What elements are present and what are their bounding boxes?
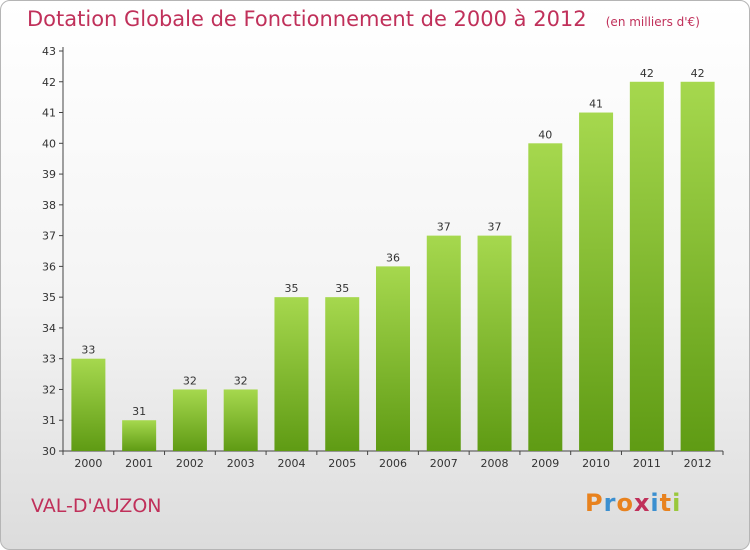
- logo-letter: i: [672, 489, 682, 517]
- x-tick-label: 2009: [531, 457, 559, 470]
- x-tick-label: 2012: [684, 457, 712, 470]
- data-label: 37: [437, 221, 451, 234]
- bar: [528, 143, 563, 452]
- logo-letter: t: [659, 489, 673, 517]
- data-label: 41: [589, 98, 603, 111]
- title-unit: (en milliers d'€): [605, 15, 700, 29]
- x-tick-label: 2011: [633, 457, 661, 470]
- data-label: 31: [132, 405, 146, 418]
- y-tick-label: 35: [42, 291, 56, 304]
- data-label: 32: [183, 374, 197, 387]
- bar: [477, 235, 512, 451]
- bar: [579, 112, 614, 452]
- data-label: 36: [386, 251, 400, 264]
- y-tick-label: 39: [42, 168, 56, 181]
- data-label: 42: [691, 67, 705, 80]
- y-tick-label: 32: [42, 383, 56, 396]
- bar: [629, 81, 664, 452]
- x-tick-label: 2006: [379, 457, 407, 470]
- x-tick-label: 2008: [481, 457, 509, 470]
- x-tick-label: 2002: [176, 457, 204, 470]
- y-tick-label: 33: [42, 353, 56, 366]
- x-tick-label: 2001: [125, 457, 153, 470]
- bar: [274, 297, 309, 451]
- bar: [325, 297, 360, 451]
- data-label: 40: [538, 128, 552, 141]
- y-tick-label: 30: [42, 445, 56, 458]
- x-tick-label: 2007: [430, 457, 458, 470]
- y-tick-label: 37: [42, 230, 56, 243]
- logo-letter: o: [616, 489, 634, 517]
- x-tick-label: 2010: [582, 457, 610, 470]
- bar: [426, 235, 461, 451]
- logo-letter: x: [633, 489, 651, 517]
- data-label: 35: [335, 282, 349, 295]
- bar: [122, 420, 157, 451]
- x-tick-label: 2004: [277, 457, 305, 470]
- y-tick-label: 43: [42, 45, 56, 58]
- logo-letter: r: [603, 489, 617, 517]
- chart-title: Dotation Globale de Fonctionnement de 20…: [27, 7, 700, 31]
- bar: [376, 266, 410, 451]
- data-label: 37: [488, 221, 502, 234]
- bar: [172, 389, 207, 451]
- data-label: 35: [284, 282, 298, 295]
- data-label: 42: [640, 67, 654, 80]
- y-tick-label: 42: [42, 76, 56, 89]
- x-tick-label: 2005: [328, 457, 356, 470]
- x-tick-label: 2003: [227, 457, 255, 470]
- data-label: 32: [234, 374, 248, 387]
- data-label: 33: [81, 344, 95, 357]
- logo-letter: P: [585, 489, 604, 517]
- y-tick-label: 41: [42, 107, 56, 120]
- y-tick-label: 40: [42, 137, 56, 150]
- y-tick-label: 34: [42, 322, 56, 335]
- y-tick-label: 38: [42, 199, 56, 212]
- bar: [680, 81, 715, 452]
- y-tick-label: 31: [42, 414, 56, 427]
- bar: [223, 389, 258, 451]
- proxiti-logo: Proxiti: [585, 489, 681, 517]
- y-tick-label: 36: [42, 260, 56, 273]
- bar: [71, 358, 106, 451]
- logo-letter: i: [650, 489, 660, 517]
- x-tick-label: 2000: [74, 457, 102, 470]
- title-main: Dotation Globale de Fonctionnement de 20…: [27, 7, 587, 31]
- commune-name: VAL-D'AUZON: [31, 495, 162, 517]
